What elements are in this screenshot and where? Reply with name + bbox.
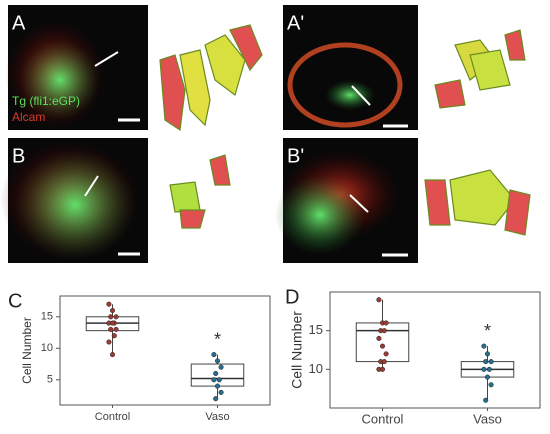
data-point — [488, 382, 494, 388]
annotation: * — [214, 329, 221, 349]
plot-frame — [59, 295, 271, 406]
x-tick-label: Vaso — [205, 411, 229, 423]
y-tick-label: 10 — [41, 342, 53, 354]
image-label: Tg (fli1:eGP) — [12, 94, 80, 108]
data-point — [484, 374, 491, 380]
data-point — [216, 377, 222, 383]
data-point — [108, 326, 114, 332]
image-a-prime — [283, 5, 418, 130]
data-point — [383, 320, 389, 326]
data-point — [109, 307, 116, 314]
image-b — [0, 138, 148, 263]
x-tick-label: Control — [362, 411, 404, 426]
y-tick-label: 15 — [41, 311, 53, 323]
image-b-prime — [275, 138, 418, 263]
y-tick-label: 5 — [47, 374, 53, 386]
data-point — [211, 352, 217, 358]
y-tick-label: 10 — [309, 361, 323, 376]
y-axis-label: Cell Number — [20, 317, 34, 384]
data-point — [376, 297, 382, 303]
panel-label: B — [12, 145, 25, 167]
panel-label: D — [285, 286, 299, 308]
data-point — [484, 351, 491, 357]
data-point — [214, 383, 221, 389]
data-point — [383, 351, 389, 357]
data-point — [481, 366, 487, 372]
data-point — [109, 352, 116, 358]
y-tick-label: 15 — [309, 322, 323, 337]
cell-drawing — [159, 24, 531, 236]
data-point — [481, 343, 487, 349]
data-point — [376, 335, 382, 341]
plot-frame — [329, 291, 541, 409]
data-point — [218, 389, 224, 395]
data-point — [113, 326, 119, 332]
x-tick-label: Vaso — [473, 411, 502, 426]
data-point — [488, 359, 494, 365]
data-point — [483, 397, 489, 403]
box — [355, 322, 410, 363]
data-point — [213, 370, 219, 377]
x-tick-label: Control — [95, 411, 130, 423]
panel-label: A' — [287, 12, 304, 34]
panel-label: B' — [287, 145, 304, 167]
data-point — [381, 359, 387, 365]
data-point — [113, 314, 119, 320]
data-point — [108, 314, 114, 320]
data-point — [381, 328, 387, 334]
image-label: Alcam — [12, 110, 45, 124]
image-a — [5, 5, 148, 130]
data-point — [109, 320, 116, 326]
data-point — [379, 366, 386, 372]
annotation: * — [484, 321, 491, 341]
data-point — [379, 343, 386, 349]
panel-label: A — [12, 12, 26, 34]
panel-label: C — [8, 290, 22, 312]
data-point — [483, 359, 489, 365]
data-point — [106, 339, 112, 345]
data-point — [111, 333, 117, 339]
data-point — [218, 364, 224, 370]
data-point — [214, 358, 221, 364]
data-point — [213, 396, 219, 402]
data-point — [106, 301, 112, 307]
y-axis-label: Cell Number — [289, 311, 305, 389]
data-point — [486, 366, 492, 372]
data-point — [211, 377, 217, 383]
